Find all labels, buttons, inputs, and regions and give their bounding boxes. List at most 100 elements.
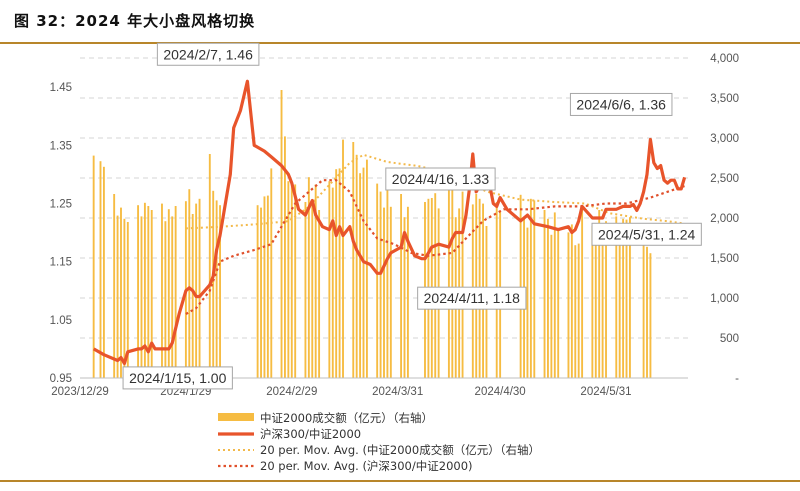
y-right-tick: 3,000 bbox=[710, 133, 739, 145]
turnover-bar bbox=[365, 159, 368, 378]
legend-swatch bbox=[218, 413, 254, 421]
series-lines bbox=[92, 79, 687, 366]
turnover-bar bbox=[174, 206, 177, 378]
x-tick: 2024/5/31 bbox=[580, 386, 631, 398]
turnover-bar bbox=[434, 193, 437, 378]
turnover-bar bbox=[263, 196, 266, 378]
turnover-bar bbox=[195, 203, 198, 378]
turnover-bar bbox=[120, 207, 122, 378]
y-left-tick: 1.25 bbox=[50, 198, 72, 210]
annotation-box bbox=[385, 167, 496, 191]
turnover-bar bbox=[581, 210, 584, 378]
x-tick: 2024/2/29 bbox=[266, 386, 317, 398]
y-left-tick: 1.35 bbox=[50, 140, 72, 152]
legend-item: 沪深300/中证2000 bbox=[218, 427, 361, 441]
legend-item: 20 per. Mov. Avg. (沪深300/中证2000) bbox=[218, 459, 473, 473]
figure-title: 图 32：2024 年大小盘风格切换 bbox=[14, 12, 256, 30]
annotation-box bbox=[569, 92, 673, 116]
turnover-bar bbox=[570, 224, 573, 378]
legend-label: 20 per. Mov. Avg. (中证2000成交额（亿元）（右轴） bbox=[260, 443, 540, 457]
turnover-bar bbox=[335, 169, 338, 378]
annotation-box bbox=[591, 222, 702, 246]
turnover-bar bbox=[447, 174, 450, 378]
y-right-tick: 500 bbox=[720, 333, 739, 345]
turnover-bar bbox=[143, 202, 146, 378]
turnover-bar bbox=[167, 209, 170, 378]
turnover-bar bbox=[328, 181, 331, 378]
turnover-bar bbox=[164, 221, 167, 378]
turnover-bar bbox=[171, 216, 174, 378]
y-right-tick: 1,000 bbox=[710, 293, 739, 305]
turnover-bar bbox=[270, 168, 273, 378]
turnover-bar bbox=[161, 203, 163, 378]
turnover-bar bbox=[92, 155, 95, 378]
turnover-bar bbox=[113, 194, 116, 378]
legend-label: 沪深300/中证2000 bbox=[260, 427, 361, 441]
annotation-label: 2024/2/7, 1.46 bbox=[163, 46, 253, 62]
annotation: 2024/1/15, 1.00 bbox=[122, 366, 233, 390]
turnover-bar bbox=[188, 189, 191, 378]
turnover-bar bbox=[150, 210, 153, 378]
bottom-rule bbox=[0, 480, 800, 482]
ratio-line bbox=[92, 79, 687, 366]
turnover-bar bbox=[642, 226, 645, 378]
annotation: 2024/6/6, 1.36 bbox=[569, 92, 673, 116]
turnover-bar bbox=[266, 195, 269, 378]
turnover-bar bbox=[383, 207, 385, 378]
annotation: 2024/5/31, 1.24 bbox=[591, 222, 702, 246]
turnover-bar bbox=[601, 237, 604, 378]
annotation-label: 2024/6/6, 1.36 bbox=[576, 96, 666, 112]
turnover-bar bbox=[208, 154, 211, 378]
annotation-box bbox=[156, 42, 260, 66]
turnover-bar bbox=[567, 232, 570, 378]
turnover-bar bbox=[304, 202, 307, 378]
turnover-bar bbox=[287, 181, 290, 378]
turnover-bar bbox=[126, 222, 129, 378]
turnover-bar bbox=[331, 187, 334, 378]
turnover-bar bbox=[215, 200, 218, 378]
annotation: 2024/2/7, 1.46 bbox=[156, 42, 260, 66]
turnover-bar bbox=[362, 167, 365, 378]
turnover-bar bbox=[311, 204, 314, 378]
y-right-tick: 4,000 bbox=[710, 53, 739, 65]
turnover-bar bbox=[574, 245, 577, 378]
annotation-label: 2024/5/31, 1.24 bbox=[598, 226, 696, 242]
turnover-bar bbox=[646, 246, 648, 378]
turnover-bar bbox=[294, 184, 297, 378]
turnover-bar bbox=[543, 210, 546, 378]
turnover-bar bbox=[123, 218, 126, 378]
legend-item: 20 per. Mov. Avg. (中证2000成交额（亿元）（右轴） bbox=[218, 443, 540, 457]
turnover-bar bbox=[389, 206, 392, 378]
annotation-label: 2024/4/16, 1.33 bbox=[392, 171, 490, 187]
annotation-label: 2024/4/11, 1.18 bbox=[424, 290, 520, 306]
turnover-bar bbox=[140, 216, 143, 378]
turnover-bar bbox=[591, 226, 594, 378]
turnover-bar bbox=[376, 183, 379, 378]
ratio-ma-line bbox=[185, 179, 685, 315]
turnover-bar bbox=[318, 210, 321, 378]
turnover-bar bbox=[290, 182, 293, 378]
turnover-bar bbox=[102, 166, 105, 378]
turnover-bar bbox=[618, 223, 621, 378]
annotations: 2024/2/7, 1.46 2024/4/16, 1.33 2024/6/6, 1… bbox=[122, 42, 702, 390]
turnover-bar bbox=[400, 194, 403, 378]
turnover-bar bbox=[280, 90, 283, 378]
turnover-bar bbox=[386, 186, 389, 378]
legend-item: 中证2000成交额（亿元）（右轴） bbox=[218, 411, 433, 425]
y-left-tick: 1.15 bbox=[50, 257, 72, 269]
turnover-bar bbox=[116, 215, 119, 378]
turnover-bar bbox=[147, 206, 150, 378]
annotation-box bbox=[417, 286, 527, 310]
legend-label: 20 per. Mov. Avg. (沪深300/中证2000) bbox=[260, 459, 473, 473]
turnover-bar bbox=[379, 191, 382, 378]
y-right-tick: 2,500 bbox=[710, 173, 739, 185]
turnover-bar bbox=[605, 221, 607, 378]
annotation-box bbox=[122, 366, 233, 390]
y-right-tick: - bbox=[735, 373, 739, 385]
annotation: 2024/4/16, 1.33 bbox=[385, 167, 496, 191]
turnover-bar bbox=[406, 206, 409, 378]
turnover-bar bbox=[342, 139, 344, 378]
turnover-bar bbox=[338, 168, 341, 378]
turnover-bar bbox=[314, 184, 317, 378]
turnover-bar bbox=[256, 205, 259, 378]
